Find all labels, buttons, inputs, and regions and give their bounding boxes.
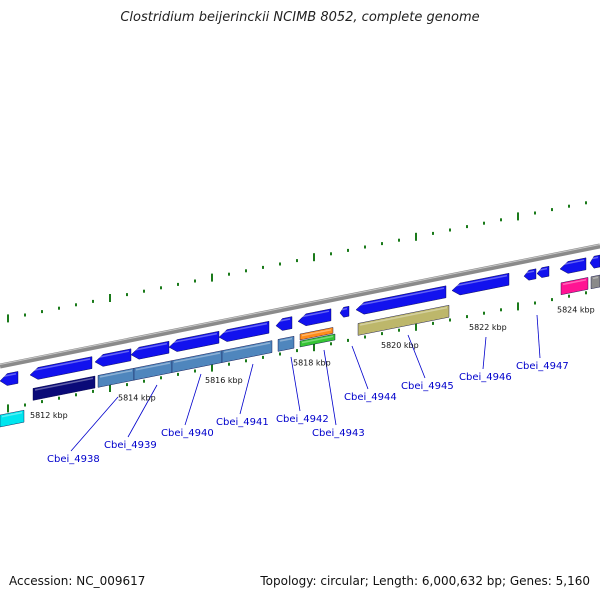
leader-line	[351, 345, 369, 390]
leader-line	[482, 336, 487, 370]
gene-arrow-highlight	[525, 270, 535, 274]
leader-line	[536, 314, 541, 359]
feature-bar-highlight	[279, 337, 293, 342]
leader-line	[239, 363, 254, 415]
genome-summary-text: Topology: circular; Length: 6,000,632 bp…	[260, 574, 590, 588]
outer-tick-marks	[7, 201, 587, 323]
gene-arrow-highlight	[170, 332, 218, 344]
feature-bar-highlight	[301, 329, 332, 337]
backbone-highlight	[0, 244, 600, 365]
scale-label: 5814 kbp	[118, 393, 156, 402]
accession-text: Accession: NC_009617	[9, 574, 146, 588]
scale-label: 5816 kbp	[205, 376, 243, 385]
feature-bar	[277, 335, 295, 352]
gene-arrow-highlight	[132, 342, 168, 352]
inner-tick-marks	[7, 291, 587, 413]
gene-arrow-highlight	[591, 256, 599, 260]
gene-label: Cbei_4938	[47, 454, 100, 465]
gene-arrow-highlight	[538, 267, 548, 271]
feature-bar-highlight	[301, 335, 334, 344]
gene-arrow	[355, 285, 447, 315]
feature-bar	[357, 304, 450, 336]
feature-bar	[221, 340, 273, 363]
gene-label: Cbei_4947	[516, 361, 569, 372]
gene-label: Cbei_4945	[401, 381, 454, 392]
feature-bar-highlight	[173, 352, 221, 363]
gene-arrow	[523, 268, 537, 281]
feature-bar-highlight	[359, 306, 448, 326]
leader-line	[70, 396, 119, 452]
gene-label: Cbei_4942	[276, 414, 329, 425]
gene-arrow	[451, 272, 510, 296]
gene-label: Cbei_4940	[161, 428, 214, 439]
leader-line	[323, 349, 337, 426]
gene-arrow-highlight	[561, 259, 585, 266]
gene-arrow-highlight	[357, 287, 445, 307]
gene-arrow-highlight	[299, 310, 330, 318]
gene-label: Cbei_4943	[312, 428, 365, 439]
feature-bar-highlight	[223, 342, 271, 353]
feature-bar-highlight	[1, 411, 23, 418]
gene-arrow	[339, 305, 350, 318]
scale-label: 5820 kbp	[381, 341, 419, 350]
scale-label: 5818 kbp	[293, 358, 331, 367]
gene-arrow	[0, 371, 19, 386]
feature-bar-highlight	[34, 377, 94, 391]
gene-label: Cbei_4939	[104, 440, 157, 451]
scale-label: 5812 kbp	[30, 411, 68, 420]
gene-arrow	[297, 308, 332, 327]
feature-bar	[299, 327, 334, 341]
feature-bar	[299, 333, 336, 348]
feature-bar	[560, 277, 589, 296]
gene-arrow-highlight	[453, 274, 508, 287]
feature-bar	[0, 409, 25, 428]
scale-labels: 5812 kbp 5814 kbp 5816 kbp 5818 kbp 5820 kbp…	[30, 306, 595, 420]
gene-arrow	[559, 257, 587, 274]
scale-label: 5822 kbp	[469, 323, 507, 332]
map-title: Clostridium beijerinckii NCIMB 8052, com…	[120, 10, 480, 25]
leader-line	[407, 334, 426, 379]
gene-label: Cbei_4941	[216, 417, 269, 428]
gene-arrow-highlight	[96, 350, 130, 359]
gene-arrow	[275, 316, 293, 331]
leader-line	[184, 373, 202, 426]
gene-arrow-highlight	[277, 318, 291, 323]
feature-bar	[590, 274, 600, 290]
feature-bar	[32, 375, 96, 401]
gene-arrow	[536, 265, 550, 278]
leader-line	[290, 356, 301, 412]
gene-arrow-highlight	[1, 373, 17, 378]
feature-bar-highlight	[592, 276, 599, 280]
gene-arrow	[218, 320, 270, 342]
gene-arrow	[589, 254, 600, 269]
gene-arrow	[29, 356, 93, 380]
genome-backbone	[0, 243, 600, 369]
gene-features	[0, 254, 600, 428]
feature-bar-highlight	[562, 279, 587, 286]
leader-line	[127, 384, 158, 438]
feature-bar-highlight	[99, 369, 133, 378]
gene-label: Cbei_4944	[344, 392, 397, 403]
gene-arrow-highlight	[341, 307, 348, 311]
gene-arrow-highlight	[220, 322, 268, 334]
gene-label: Cbei_4946	[459, 372, 512, 383]
scale-label: 5824 kbp	[557, 306, 595, 315]
gene-arrow-highlight	[31, 358, 91, 372]
feature-bar-highlight	[135, 362, 171, 371]
backbone-line	[0, 243, 600, 369]
label-leader-lines	[70, 314, 541, 452]
